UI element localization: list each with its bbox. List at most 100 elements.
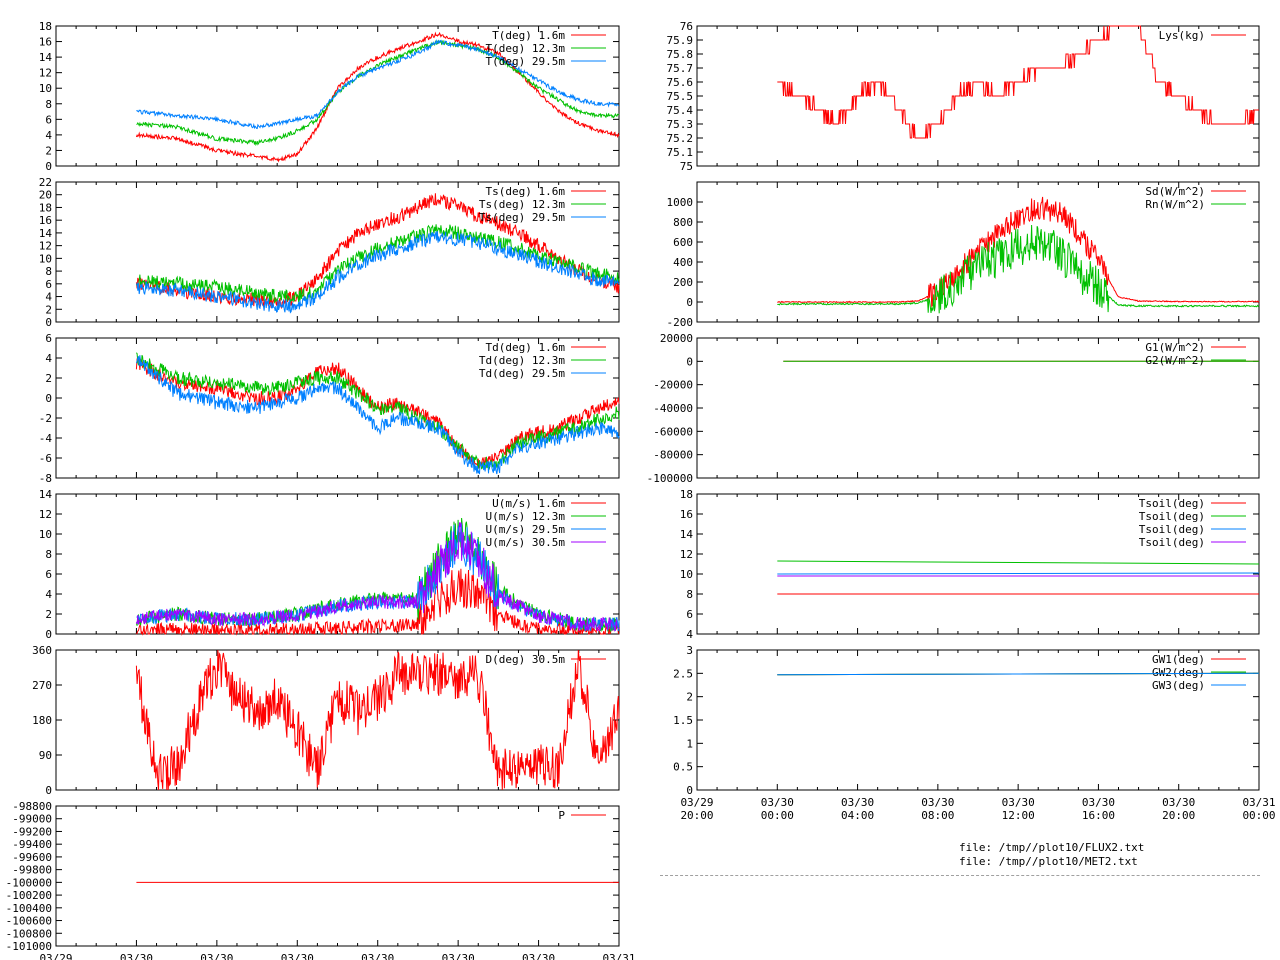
legend-label-Ts: Ts(deg) 29.5m	[479, 211, 565, 224]
ytick-label-Lys: 75.6	[667, 76, 694, 89]
xtick-label-date: 03/29	[39, 952, 72, 960]
ytick-label-Td: -2	[39, 412, 52, 425]
xtick-label-time: 00:00	[761, 809, 794, 822]
xtick-label-time: 04:00	[841, 809, 874, 822]
legend-label-T: T(deg) 1.6m	[492, 29, 565, 42]
legend-label-G: G2(W/m^2)	[1145, 354, 1205, 367]
ytick-label-U: 4	[45, 588, 52, 601]
ytick-label-T: 2	[45, 144, 52, 157]
ytick-label-T: 10	[39, 82, 52, 95]
ytick-label-Lys: 75.3	[667, 118, 694, 131]
legend-label-U: U(m/s) 29.5m	[486, 523, 566, 536]
ytick-label-P: -100400	[6, 902, 52, 915]
ytick-label-Lys: 75.8	[667, 48, 694, 61]
ytick-label-D: 360	[32, 644, 52, 657]
xtick-label-date: 03/30	[442, 952, 475, 960]
ytick-label-Sd: 600	[673, 236, 693, 249]
ytick-label-Td: 2	[45, 372, 52, 385]
series-line-T	[135, 31, 620, 163]
ytick-label-GW: 0	[686, 784, 693, 797]
ytick-label-G: 20000	[660, 332, 693, 345]
series-line-T	[136, 38, 620, 130]
ytick-label-Lys: 75.5	[667, 90, 694, 103]
series-line-Lys	[777, 25, 1259, 139]
xtick-label-date: 03/30	[1002, 796, 1035, 809]
ytick-label-Tsoil: 6	[686, 608, 693, 621]
legend-label-Tsoil: Tsoil(deg)	[1139, 523, 1205, 536]
ytick-label-Td: 0	[45, 392, 52, 405]
ytick-label-Lys: 75	[680, 160, 693, 173]
footer-file-met: file: /tmp//plot10/MET2.txt	[959, 855, 1138, 868]
ytick-label-P: -99200	[12, 825, 52, 838]
ytick-label-Tsoil: 12	[680, 548, 693, 561]
ytick-label-Ts: 14	[39, 227, 53, 240]
ytick-label-Tsoil: 14	[680, 528, 694, 541]
ytick-label-U: 12	[39, 508, 52, 521]
ytick-label-Tsoil: 4	[686, 628, 693, 641]
ytick-label-Tsoil: 16	[680, 508, 693, 521]
series-line-Ts	[135, 193, 620, 310]
ytick-label-T: 0	[45, 160, 52, 173]
legend-label-T: T(deg) 29.5m	[486, 55, 566, 68]
ytick-label-G: 0	[686, 355, 693, 368]
ytick-label-Ts: 16	[39, 214, 52, 227]
series-line-Ts	[136, 224, 620, 305]
ytick-label-P: -100000	[6, 876, 52, 889]
legend-label-Tsoil: Tsoil(deg)	[1139, 497, 1205, 510]
ytick-label-U: 8	[45, 548, 52, 561]
series-line-Tsoil	[777, 560, 1260, 565]
ytick-label-GW: 1.5	[673, 714, 693, 727]
series-line-U	[136, 568, 620, 636]
series-line-Td	[135, 355, 620, 475]
ytick-label-Td: 6	[45, 332, 52, 345]
ytick-label-Ts: 4	[45, 291, 52, 304]
ytick-label-G: -80000	[653, 449, 693, 462]
ytick-label-Sd: 400	[673, 256, 693, 269]
ytick-label-Sd: 1000	[667, 196, 694, 209]
legend-label-GW: GW1(deg)	[1152, 653, 1205, 666]
series-line-Td	[135, 352, 620, 470]
ytick-label-Sd: 200	[673, 276, 693, 289]
xtick-label-date: 03/30	[281, 952, 314, 960]
series-line-Sd	[777, 224, 1260, 314]
legend-label-Tsoil: Tsoil(deg)	[1139, 510, 1205, 523]
legend-label-Sd: Rn(W/m^2)	[1145, 198, 1205, 211]
ytick-label-Sd: 800	[673, 216, 693, 229]
legend-label-G: G1(W/m^2)	[1145, 341, 1205, 354]
xtick-label-date: 03/31	[602, 952, 635, 960]
ytick-label-U: 14	[39, 488, 53, 501]
series-line-D	[135, 649, 620, 791]
ytick-label-U: 0	[45, 628, 52, 641]
legend-label-GW: GW3(deg)	[1152, 679, 1205, 692]
ytick-label-Lys: 75.2	[667, 132, 694, 145]
ytick-label-GW: 2	[686, 691, 693, 704]
xtick-label-date: 03/30	[841, 796, 874, 809]
series-line-GW	[777, 672, 1260, 676]
ytick-label-Ts: 6	[45, 278, 52, 291]
ytick-label-G: -40000	[653, 402, 693, 415]
ytick-label-D: 270	[32, 679, 52, 692]
legend-label-Tsoil: Tsoil(deg)	[1139, 536, 1205, 549]
ytick-label-Ts: 18	[39, 201, 52, 214]
ytick-label-GW: 2.5	[673, 667, 693, 680]
ytick-label-Sd: -200	[667, 316, 694, 329]
ytick-label-P: -99800	[12, 864, 52, 877]
ytick-label-T: 14	[39, 51, 53, 64]
ytick-label-P: -99400	[12, 838, 52, 851]
xtick-label-date: 03/29	[680, 796, 713, 809]
ytick-label-P: -100800	[6, 927, 52, 940]
legend-label-Ts: Ts(deg) 1.6m	[486, 185, 566, 198]
ytick-label-Ts: 12	[39, 240, 52, 253]
ytick-label-Lys: 75.7	[667, 62, 694, 75]
ytick-label-T: 12	[39, 67, 52, 80]
ytick-label-Sd: 0	[686, 296, 693, 309]
ytick-label-U: 2	[45, 608, 52, 621]
ytick-label-T: 8	[45, 98, 52, 111]
legend-label-Td: Td(deg) 12.3m	[479, 354, 565, 367]
series-line-U	[135, 522, 620, 632]
legend-label-Td: Td(deg) 1.6m	[486, 341, 566, 354]
ytick-label-Td: -4	[39, 432, 53, 445]
legend-label-Td: Td(deg) 29.5m	[479, 367, 565, 380]
xtick-label-date: 03/30	[1162, 796, 1195, 809]
